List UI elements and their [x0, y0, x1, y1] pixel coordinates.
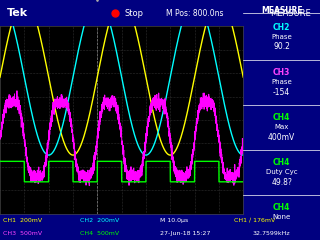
Text: M Pos: 800.0ns: M Pos: 800.0ns — [166, 9, 224, 18]
Text: 32.7599kHz: 32.7599kHz — [253, 231, 291, 236]
Text: M 10.0μs: M 10.0μs — [160, 218, 188, 223]
Text: MEASURE: MEASURE — [261, 6, 302, 15]
Text: Stop: Stop — [125, 9, 144, 18]
Text: CH4  500mV: CH4 500mV — [80, 231, 119, 236]
Text: CH4: CH4 — [273, 203, 290, 212]
Text: Phase: Phase — [271, 79, 292, 85]
Text: Duty Cyc: Duty Cyc — [266, 169, 297, 175]
Text: Tek: Tek — [6, 8, 28, 18]
Text: 400mV: 400mV — [268, 133, 295, 142]
Text: 27-Jun-18 15:27: 27-Jun-18 15:27 — [160, 231, 210, 236]
Text: CH4: CH4 — [273, 113, 290, 122]
Text: CH1 ∕ 176mV: CH1 ∕ 176mV — [234, 218, 275, 223]
Text: None: None — [272, 215, 291, 221]
Text: 49.8?: 49.8? — [271, 178, 292, 187]
Text: Phase: Phase — [271, 34, 292, 40]
Text: CH3  500mV: CH3 500mV — [3, 231, 42, 236]
Text: CH4: CH4 — [273, 158, 290, 167]
Text: CH3: CH3 — [273, 68, 290, 77]
Text: CH2: CH2 — [273, 23, 290, 31]
Text: Max: Max — [275, 124, 289, 130]
Text: -154: -154 — [273, 88, 290, 96]
Text: MEASURE: MEASURE — [270, 9, 310, 18]
Text: 90.2: 90.2 — [273, 42, 290, 51]
Text: CH2  200mV: CH2 200mV — [80, 218, 119, 223]
Text: CH1  200mV: CH1 200mV — [3, 218, 42, 223]
